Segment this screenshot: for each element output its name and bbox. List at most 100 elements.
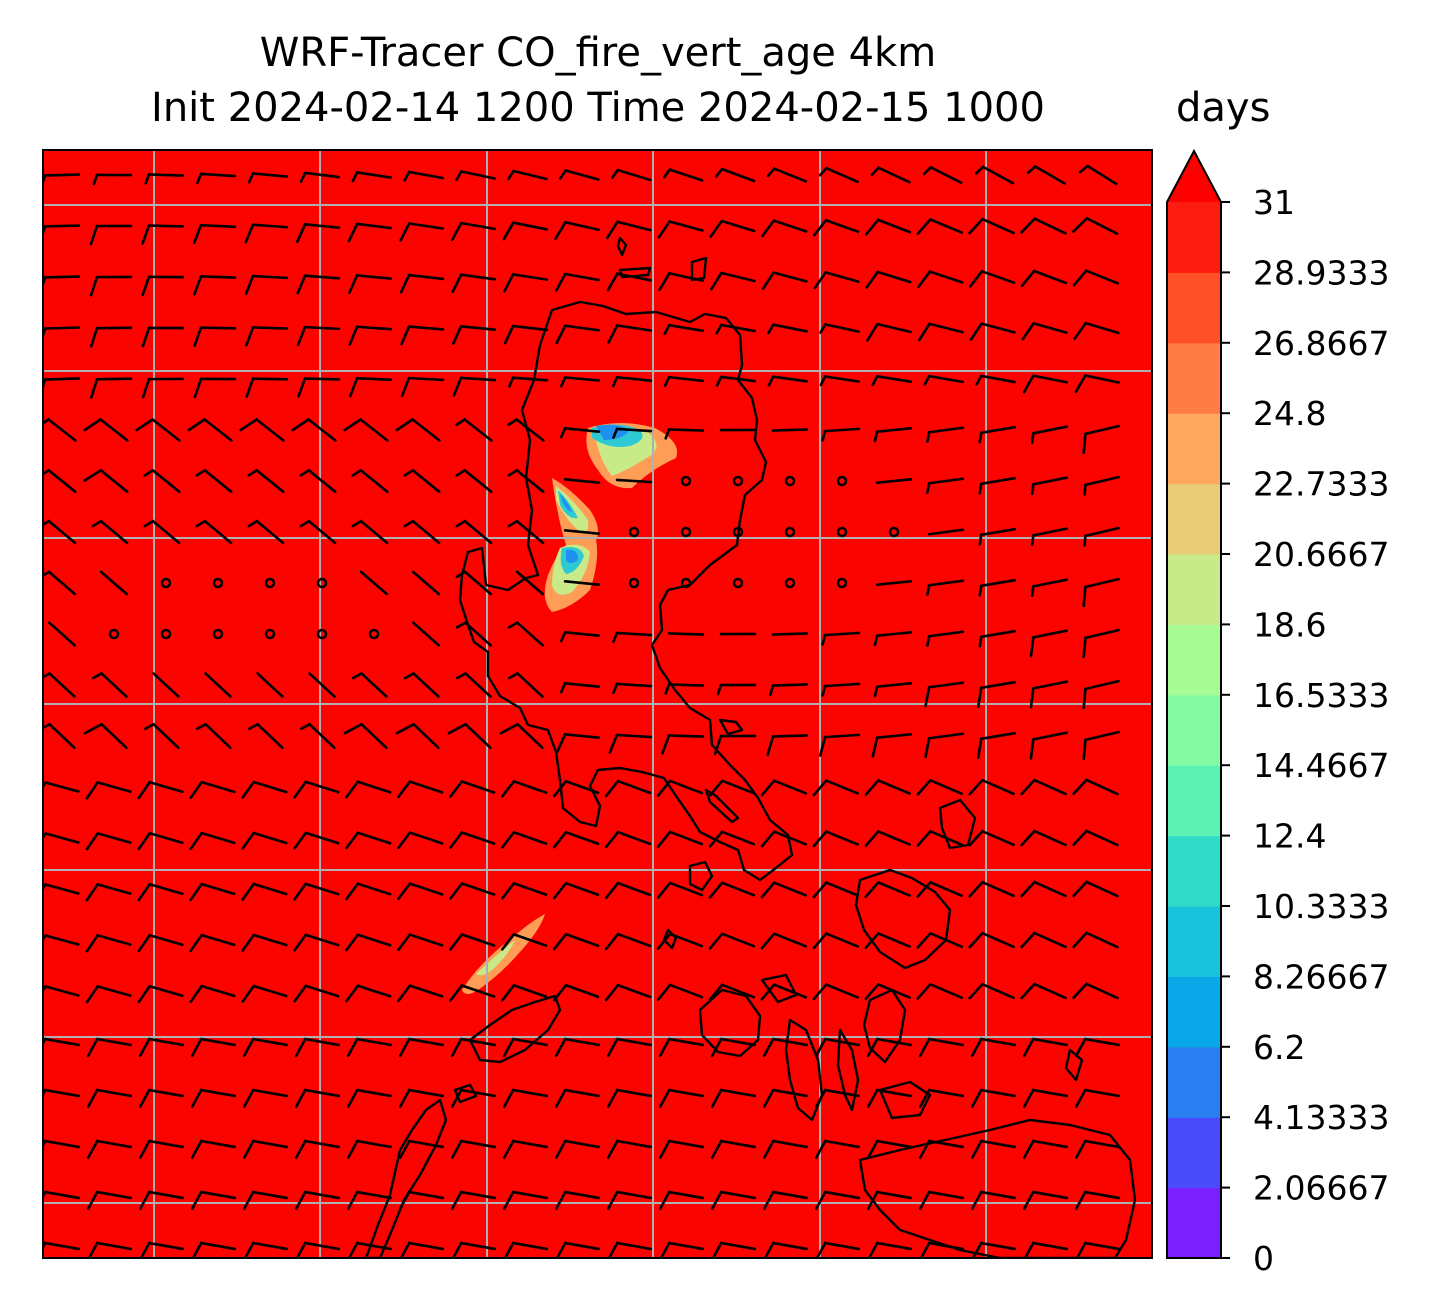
wind-barb (1074, 1139, 1121, 1160)
colorbar-outline (1166, 148, 1222, 1259)
wind-barb (241, 984, 288, 1003)
wind-barb (978, 425, 1017, 444)
wind-barb (1074, 374, 1120, 394)
wind-barb (403, 672, 440, 698)
wind-barb (554, 1139, 601, 1160)
colorbar-unit-label: days (1176, 85, 1271, 131)
coastline-marinduque (688, 860, 714, 892)
wind-barb (923, 374, 965, 386)
wind-barb (1030, 527, 1068, 547)
calm-wind-circle (264, 577, 276, 589)
wind-barb (968, 982, 1015, 1000)
wind-barb (875, 478, 913, 484)
wind-barb (664, 428, 705, 440)
wind-barb (713, 734, 757, 756)
wind-barb (403, 170, 445, 182)
wind-barb (411, 570, 441, 596)
wind-barb (455, 469, 493, 493)
wind-barb (299, 519, 337, 545)
wind-barb (818, 166, 859, 184)
wind-barb (1022, 1037, 1069, 1058)
colorbar-level (1167, 202, 1221, 273)
wind-barb (507, 469, 545, 493)
wind-barb (455, 621, 492, 647)
wind-barb (604, 932, 652, 951)
wind-barb (552, 932, 600, 951)
wind-barb (554, 220, 600, 240)
wind-barb (715, 323, 757, 335)
wind-barb (190, 1037, 237, 1058)
wind-barb (1074, 1190, 1121, 1211)
wind-barb (503, 324, 549, 345)
wind-barb (43, 469, 77, 493)
wind-barb (1020, 880, 1067, 898)
wind-barb (501, 933, 548, 951)
wind-barb (241, 882, 288, 901)
wind-barb (769, 683, 809, 696)
wind-barb (563, 529, 601, 535)
wind-barb (138, 1139, 185, 1160)
wind-barb (667, 632, 705, 636)
wind-barb (43, 224, 81, 238)
wind-barb (244, 223, 289, 244)
wind-barb (1030, 425, 1068, 445)
wind-barb (137, 882, 184, 902)
wind-barb (347, 222, 393, 243)
wind-barb (657, 220, 704, 239)
wind-barb (1072, 829, 1119, 847)
wind-barb (917, 270, 964, 289)
wind-barb (1072, 269, 1120, 287)
wind-barb (812, 218, 860, 237)
wind-barb (503, 1241, 549, 1258)
colorbar-tick-label: 2.06667 (1253, 1169, 1389, 1208)
wind-barb (708, 983, 756, 1001)
wind-barb (814, 1190, 861, 1211)
wind-barb (345, 933, 392, 952)
wind-barb (607, 324, 653, 344)
wind-barb (1030, 578, 1068, 598)
wind-barb (398, 1037, 445, 1058)
wind-barb (554, 272, 601, 292)
wind-barb (351, 519, 389, 545)
wind-barb (552, 983, 600, 1002)
wind-barb (766, 167, 808, 183)
wind-barb (507, 519, 545, 545)
wind-barb (766, 734, 809, 757)
wind-barb (711, 1241, 757, 1258)
calm-wind-circle (212, 577, 224, 589)
wind-barb (552, 881, 600, 900)
calm-wind-circle (628, 577, 640, 589)
colorbar-tick-label: 0 (1253, 1239, 1274, 1278)
colorbar-level (1167, 342, 1221, 414)
wind-barb (190, 1088, 237, 1109)
wind-barb (412, 621, 440, 647)
wind-barb (502, 1088, 549, 1109)
wind-barb (916, 881, 963, 898)
coastline-luzon (458, 300, 794, 882)
wind-barb (716, 683, 757, 696)
coastline-palawan (364, 1098, 448, 1258)
coastline-panay (698, 988, 762, 1058)
wind-barb (397, 780, 444, 799)
calm-wind-circle (784, 577, 796, 589)
wind-barb (821, 427, 861, 442)
wind-barb (359, 570, 389, 596)
colorbar-tick-label: 10.3333 (1253, 887, 1389, 926)
wind-barb (918, 1037, 965, 1058)
wind-barb (968, 931, 1015, 949)
wind-barb (864, 932, 911, 950)
wind-barb (978, 527, 1017, 546)
wind-barb (345, 882, 392, 901)
wind-barb (189, 933, 236, 952)
wind-barb (1022, 1190, 1069, 1211)
wind-barb (296, 325, 341, 347)
wind-barb (508, 376, 549, 388)
wind-barb (507, 672, 544, 698)
wind-barb (661, 734, 705, 755)
wind-barb (395, 722, 440, 750)
wind-barb (455, 418, 493, 442)
wind-barb (760, 779, 808, 797)
wind-barb (606, 1190, 653, 1211)
wind-barb (916, 779, 963, 796)
